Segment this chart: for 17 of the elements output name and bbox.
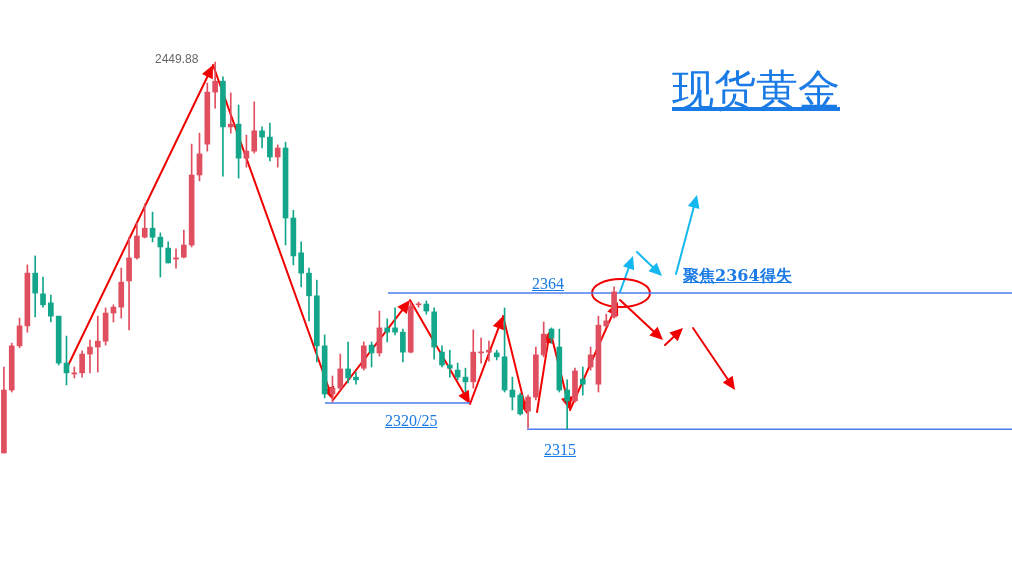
candlestick xyxy=(353,371,359,385)
candlestick xyxy=(227,92,234,134)
text: 现货黄金 xyxy=(672,64,840,116)
text: 聚焦2364得失 xyxy=(683,266,792,286)
candlestick xyxy=(94,315,101,373)
annotation: 2315 xyxy=(544,440,576,460)
candlestick xyxy=(579,366,586,396)
annotation: 2364 xyxy=(532,274,564,294)
candlestick xyxy=(345,341,351,384)
candlestick xyxy=(384,318,391,343)
annotation: 2320/25 xyxy=(385,411,438,431)
annotation: 2449.88 xyxy=(155,52,199,67)
candlestick xyxy=(564,379,570,430)
candlestick xyxy=(126,236,132,331)
candlestick xyxy=(212,61,218,109)
candlestick xyxy=(392,307,398,336)
candlestick xyxy=(87,339,93,374)
